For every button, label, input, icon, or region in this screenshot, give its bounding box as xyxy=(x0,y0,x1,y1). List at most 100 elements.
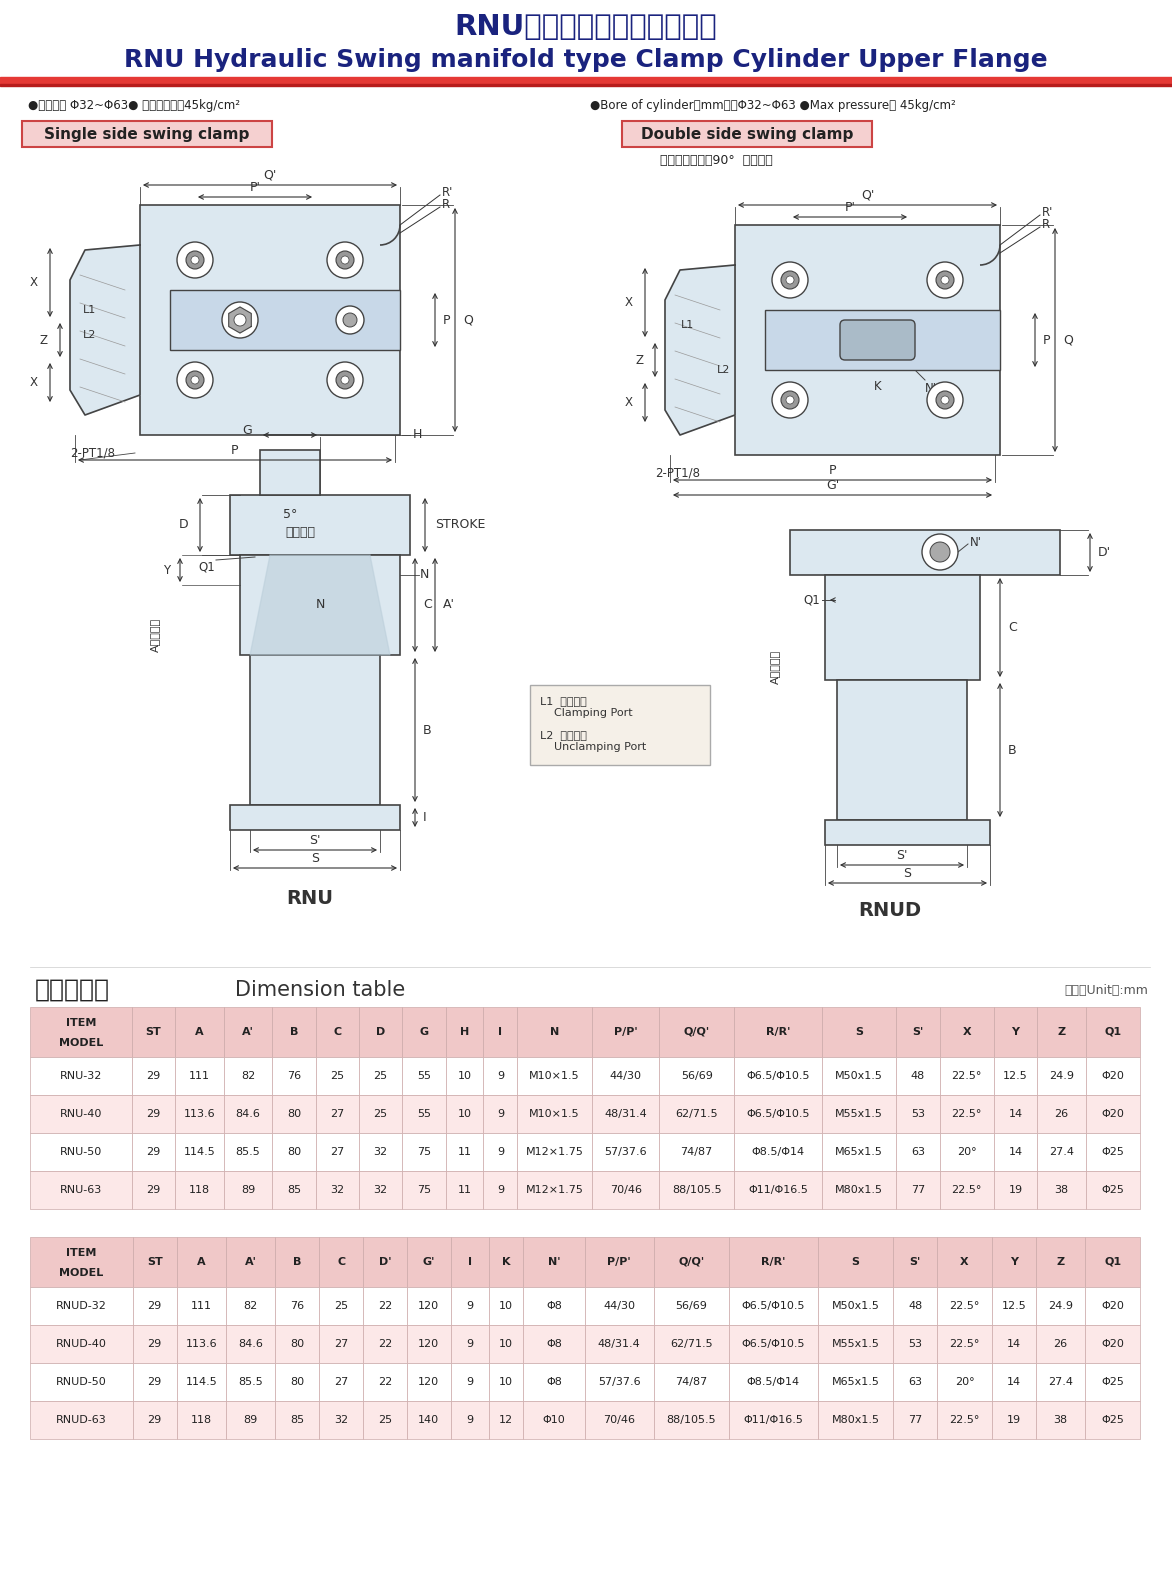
Bar xyxy=(1037,1094,1085,1132)
Bar xyxy=(175,1132,224,1170)
Text: P: P xyxy=(443,314,450,327)
Circle shape xyxy=(327,243,363,278)
Text: 53: 53 xyxy=(908,1339,922,1350)
Text: Φ20: Φ20 xyxy=(1102,1339,1124,1350)
Text: 12: 12 xyxy=(499,1415,513,1424)
Text: 29: 29 xyxy=(146,1109,161,1120)
Text: G': G' xyxy=(826,479,839,492)
Bar xyxy=(177,1362,226,1400)
Text: Single side swing clamp: Single side swing clamp xyxy=(45,127,250,141)
Bar xyxy=(1085,1362,1140,1400)
Text: RNUD-32: RNUD-32 xyxy=(56,1301,107,1312)
Circle shape xyxy=(931,542,950,561)
Bar xyxy=(319,1400,363,1439)
Text: S: S xyxy=(852,1258,859,1267)
Bar xyxy=(940,1132,994,1170)
Text: 14: 14 xyxy=(1008,1147,1022,1158)
Bar xyxy=(940,1170,994,1209)
Text: 113.6: 113.6 xyxy=(183,1109,214,1120)
Text: M12×1.75: M12×1.75 xyxy=(525,1147,584,1158)
Bar xyxy=(825,820,990,845)
Text: 120: 120 xyxy=(418,1377,440,1388)
Text: 89: 89 xyxy=(240,1185,255,1194)
Bar xyxy=(363,1237,407,1286)
Text: Q1: Q1 xyxy=(803,593,820,606)
Circle shape xyxy=(922,534,958,569)
Bar xyxy=(1085,1324,1140,1362)
Text: L2  放鬆油孔: L2 放鬆油孔 xyxy=(540,730,587,741)
Text: RNU-63: RNU-63 xyxy=(60,1185,102,1194)
Bar xyxy=(660,1170,734,1209)
Text: 10: 10 xyxy=(499,1339,513,1350)
Text: RNUD-40: RNUD-40 xyxy=(56,1339,107,1350)
Text: MODEL: MODEL xyxy=(59,1037,103,1048)
Bar xyxy=(1036,1286,1085,1324)
Text: 29: 29 xyxy=(146,1071,161,1082)
Bar xyxy=(893,1237,938,1286)
Bar xyxy=(729,1324,818,1362)
Bar xyxy=(660,1132,734,1170)
Text: Z: Z xyxy=(40,333,48,346)
Circle shape xyxy=(191,376,199,384)
Text: Φ6.5/Φ10.5: Φ6.5/Φ10.5 xyxy=(747,1071,810,1082)
Text: 48/31.4: 48/31.4 xyxy=(598,1339,641,1350)
Bar xyxy=(729,1286,818,1324)
Text: N: N xyxy=(550,1028,559,1037)
Bar xyxy=(1037,1132,1085,1170)
Text: Φ11/Φ16.5: Φ11/Φ16.5 xyxy=(743,1415,803,1424)
Bar xyxy=(822,1094,897,1132)
Bar xyxy=(489,1237,524,1286)
Text: D': D' xyxy=(379,1258,391,1267)
Bar xyxy=(131,1132,175,1170)
Text: RNU-50: RNU-50 xyxy=(60,1147,102,1158)
Circle shape xyxy=(941,276,949,284)
Bar xyxy=(484,1094,517,1132)
Bar xyxy=(484,1056,517,1094)
Text: 74/87: 74/87 xyxy=(681,1147,713,1158)
Circle shape xyxy=(343,312,357,327)
Text: P': P' xyxy=(250,181,260,193)
Text: 88/105.5: 88/105.5 xyxy=(667,1415,716,1424)
Text: N': N' xyxy=(970,536,982,549)
Bar xyxy=(938,1324,992,1362)
Bar xyxy=(489,1362,524,1400)
Text: 19: 19 xyxy=(1008,1185,1022,1194)
Text: ITEM: ITEM xyxy=(66,1248,96,1258)
Text: 56/69: 56/69 xyxy=(681,1071,713,1082)
Bar xyxy=(175,1007,224,1056)
Bar xyxy=(445,1132,484,1170)
Bar xyxy=(517,1170,592,1209)
Bar xyxy=(132,1362,177,1400)
Text: 48: 48 xyxy=(911,1071,925,1082)
Text: 82: 82 xyxy=(240,1071,255,1082)
Bar xyxy=(363,1286,407,1324)
Bar xyxy=(938,1237,992,1286)
Bar xyxy=(517,1094,592,1132)
Bar xyxy=(359,1007,402,1056)
Text: Q1: Q1 xyxy=(1104,1028,1122,1037)
Bar xyxy=(30,1286,132,1324)
Bar xyxy=(489,1286,524,1324)
Bar xyxy=(250,655,380,806)
Text: 5°: 5° xyxy=(282,509,298,522)
Bar xyxy=(445,1007,484,1056)
Bar xyxy=(734,1056,822,1094)
Text: 63: 63 xyxy=(908,1377,922,1388)
Bar xyxy=(489,1400,524,1439)
Bar xyxy=(272,1056,315,1094)
Bar xyxy=(30,1237,132,1286)
Text: 24.9: 24.9 xyxy=(1049,1071,1074,1082)
Text: 25: 25 xyxy=(374,1109,388,1120)
Text: 77: 77 xyxy=(908,1415,922,1424)
Text: 9: 9 xyxy=(497,1109,504,1120)
Text: K: K xyxy=(502,1258,511,1267)
Text: P/P': P/P' xyxy=(607,1258,631,1267)
Bar xyxy=(30,1007,131,1056)
Bar xyxy=(319,1362,363,1400)
Bar xyxy=(445,1056,484,1094)
Bar xyxy=(132,1324,177,1362)
Text: L1: L1 xyxy=(83,305,96,316)
Bar xyxy=(734,1007,822,1056)
Text: A: A xyxy=(195,1028,204,1037)
Text: P: P xyxy=(231,444,239,457)
